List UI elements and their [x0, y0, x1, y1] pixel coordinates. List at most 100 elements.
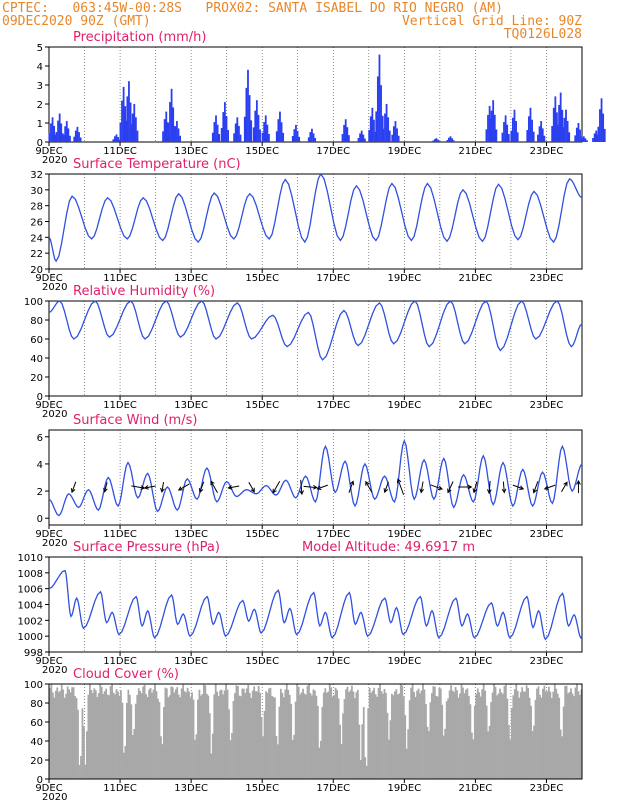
precip-bar: [247, 69, 249, 142]
precip-bar: [309, 132, 312, 142]
cloud-bar: [192, 699, 195, 779]
wind-arrow-shaft: [104, 482, 108, 492]
cloud-bar: [499, 688, 501, 779]
cloud-bar: [247, 684, 250, 779]
wind-arrow-head: [519, 485, 525, 490]
cloud-bar: [537, 686, 540, 779]
wind-speed-line: [48, 439, 583, 517]
x-tick-label: 13DEC: [174, 529, 208, 540]
cloud-bar: [494, 686, 497, 779]
cloud-bar: [462, 687, 464, 779]
cloud-bar: [393, 691, 396, 779]
cloud-bar: [472, 739, 475, 779]
cloud-bar: [127, 689, 130, 779]
precip-bar: [378, 54, 381, 142]
cloud-bar: [392, 695, 395, 779]
precip-bar: [174, 126, 177, 142]
wind-arrow-head: [250, 487, 255, 493]
cloud-bar: [562, 706, 565, 779]
y-tick-label: 32: [30, 170, 43, 181]
precip-bar: [566, 121, 569, 142]
precip-bar: [117, 137, 120, 142]
wind-arrow-head: [576, 479, 581, 485]
cloud-bar: [117, 691, 119, 779]
cloud-bar: [213, 694, 216, 779]
y-tick-label: 1006: [18, 585, 43, 596]
x-tick-label: 9DEC: [35, 400, 62, 411]
cloud-bar: [223, 690, 226, 779]
cloud-bar: [567, 693, 569, 779]
cloud-bar: [316, 705, 319, 779]
wind-arrow-shaft: [544, 484, 556, 490]
precip-bar: [537, 134, 539, 142]
cloud-bar: [271, 695, 273, 779]
wind-arrow-shaft: [561, 481, 568, 493]
cloud-bar: [345, 689, 347, 779]
panel-title: Relative Humidity (%): [73, 284, 215, 299]
cloud-bar: [417, 688, 420, 779]
wind-arrow-shaft: [131, 485, 145, 489]
precip-bar: [554, 96, 557, 142]
cloud-bar: [399, 684, 402, 779]
precip-bar: [55, 132, 58, 142]
cloud-bar: [428, 731, 430, 779]
precip-bar: [492, 100, 495, 142]
precip-bar: [586, 140, 588, 142]
cloud-bar: [579, 694, 581, 779]
y-tick-label: 2: [37, 487, 43, 498]
cloud-bar: [71, 687, 73, 779]
precip-bar: [121, 100, 123, 142]
cloud-bar: [279, 688, 282, 779]
precip-bar: [495, 129, 498, 142]
cloud-bar: [177, 694, 180, 779]
y-tick-label: 1004: [18, 601, 43, 612]
wind-arrow-shaft: [272, 481, 281, 493]
cloud-bar: [553, 684, 556, 779]
cloud-bar: [473, 706, 476, 779]
precip-bar: [538, 126, 541, 142]
cloud-bar: [564, 686, 567, 779]
precip-bar: [275, 131, 278, 142]
cloud-bar: [275, 736, 278, 779]
wind-arrow: [472, 481, 478, 494]
cloud-bar: [576, 684, 578, 779]
cloud-bar: [552, 691, 555, 779]
cloud-bar: [371, 690, 374, 779]
cloud-bar: [168, 695, 171, 779]
cloud-bar: [515, 684, 518, 779]
x-tick-label: 21DEC: [459, 146, 493, 157]
cloud-bar: [245, 688, 248, 779]
cloud-bar: [351, 685, 353, 779]
cloud-bar: [420, 690, 423, 779]
precip-bar: [574, 135, 577, 142]
precip-bar: [57, 120, 59, 142]
cloud-bar: [133, 729, 136, 779]
cloud-bar: [547, 686, 550, 779]
cloud-bar: [235, 685, 238, 779]
cloud-bar: [356, 689, 359, 779]
precip-bar: [169, 102, 171, 142]
cloud-bar: [100, 686, 103, 779]
wind-arrow-head: [103, 487, 108, 493]
precip-bar: [556, 124, 559, 142]
precip-bar: [433, 139, 436, 142]
precip-bar: [172, 134, 175, 142]
precip-bar: [62, 134, 65, 142]
cloud-bar: [438, 688, 441, 779]
precip-bar: [561, 109, 564, 142]
cloud-bar: [251, 690, 254, 779]
cloud-bar: [370, 692, 373, 779]
precip-bar: [76, 126, 79, 142]
cloud-bar: [336, 689, 339, 779]
header-line-1: CPTEC: 063:45W-00:28S PROX02: SANTA ISAB…: [2, 1, 503, 16]
precip-bar: [162, 131, 164, 142]
cloud-bar: [197, 699, 199, 779]
precip-bar: [532, 131, 535, 142]
cloud-bar: [490, 702, 492, 779]
cloud-bar: [244, 692, 247, 779]
precip-bar: [595, 130, 598, 142]
precip-bar: [50, 123, 52, 142]
cloud-bar: [549, 691, 552, 779]
precip-bar: [172, 107, 175, 142]
cloud-bar: [441, 704, 444, 779]
